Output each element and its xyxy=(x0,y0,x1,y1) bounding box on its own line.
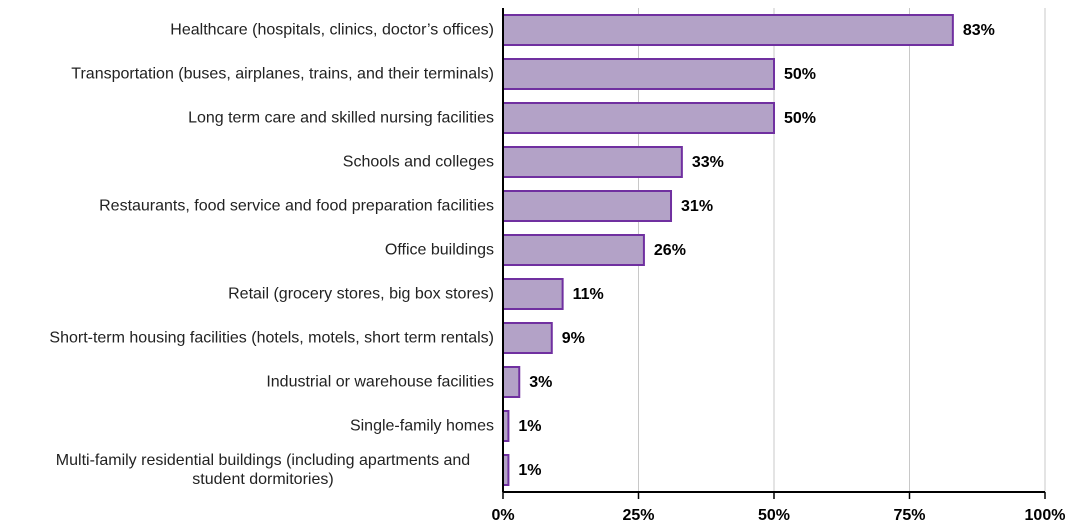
data-label: 26% xyxy=(654,242,686,259)
data-label: 33% xyxy=(692,154,724,171)
bar xyxy=(502,278,564,310)
data-label: 50% xyxy=(784,110,816,127)
data-label: 83% xyxy=(963,22,995,39)
x-tick-label: 75% xyxy=(893,507,925,524)
y-tick-label: Transportation (buses, airplanes, trains… xyxy=(71,65,494,83)
y-tick-label: Retail (grocery stores, big box stores) xyxy=(228,285,494,303)
bar xyxy=(502,14,954,46)
y-tick-label: Office buildings xyxy=(384,241,494,259)
y-tick-label: Restaurants, food service and food prepa… xyxy=(99,197,494,215)
data-label: 1% xyxy=(518,462,541,479)
bar xyxy=(502,234,645,266)
bar xyxy=(502,146,683,178)
y-tick-label: Multi-family residential buildings (incl… xyxy=(55,452,471,488)
data-label: 1% xyxy=(518,418,541,435)
y-tick-label: Single-family homes xyxy=(349,417,494,435)
data-label: 50% xyxy=(784,66,816,83)
y-tick-label: Short-term housing facilities (hotels, m… xyxy=(49,329,494,347)
data-label: 3% xyxy=(529,374,552,391)
data-label: 9% xyxy=(562,330,585,347)
x-tick-label: 50% xyxy=(758,507,790,524)
data-label: 31% xyxy=(681,198,713,215)
y-tick-label: Healthcare (hospitals, clinics, doctor’s… xyxy=(170,21,494,39)
x-tick-label: 25% xyxy=(622,507,654,524)
y-tick-label: Industrial or warehouse facilities xyxy=(266,373,494,391)
bar xyxy=(502,190,673,222)
x-tick-label: 100% xyxy=(1025,507,1066,524)
bar xyxy=(502,102,775,134)
data-label: 11% xyxy=(573,286,604,303)
bar xyxy=(502,58,775,90)
y-tick-label: Long term care and skilled nursing facil… xyxy=(188,109,494,127)
x-tick-label: 0% xyxy=(491,507,514,524)
bar xyxy=(502,322,553,354)
y-tick-label: Schools and colleges xyxy=(342,153,494,171)
bar xyxy=(502,366,521,398)
